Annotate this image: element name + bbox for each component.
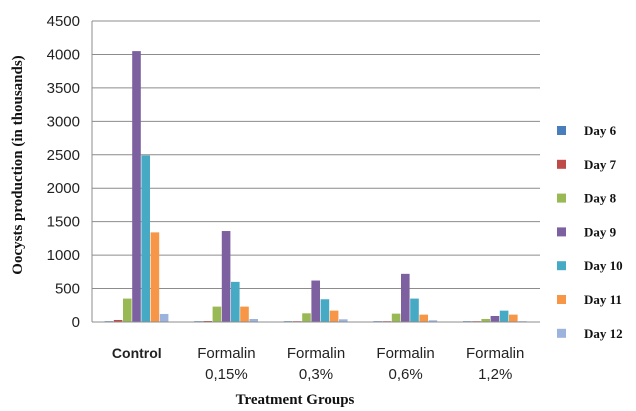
y-tick-label: 0 — [72, 314, 80, 331]
bar-day-10 — [320, 299, 330, 322]
bar-day-9 — [401, 273, 410, 322]
bar-day-12 — [249, 318, 258, 322]
bar-day-9 — [490, 315, 500, 322]
legend-label: Day 12 — [584, 326, 623, 341]
bar-day-10 — [231, 281, 240, 322]
bar-day-10 — [410, 298, 419, 322]
y-tick-label: 1000 — [47, 247, 80, 264]
legend-swatch — [557, 227, 566, 237]
legend-label: Day 6 — [584, 123, 617, 138]
bar-day-12 — [159, 313, 169, 322]
bar-day-11 — [509, 314, 518, 322]
y-tick-label: 2500 — [47, 147, 80, 164]
bar-day-10 — [141, 155, 150, 322]
bar-day-9 — [221, 231, 231, 322]
bar-day-11 — [240, 306, 249, 322]
bar-day-11 — [419, 314, 428, 322]
bar-day-8 — [123, 298, 132, 322]
bar-day-8 — [302, 313, 311, 322]
legend-label: Day 8 — [584, 191, 617, 206]
bar-day-12 — [428, 320, 438, 322]
legend-swatch — [557, 328, 566, 338]
x-tick-label: Formalin — [287, 345, 345, 362]
bar-day-8 — [212, 306, 222, 322]
x-tick-label: Formalin — [197, 345, 255, 362]
legend-swatch — [557, 193, 566, 203]
legend-swatch — [557, 261, 566, 271]
y-axis-title: Oocysts production (in thousands) — [10, 55, 26, 274]
bar-day-9 — [132, 51, 141, 322]
y-tick-label: 1500 — [47, 214, 80, 231]
bar-day-7 — [113, 319, 123, 322]
x-tick-label: Control — [112, 345, 162, 361]
legend-label: Day 11 — [584, 292, 622, 307]
y-tick-label: 500 — [55, 281, 80, 298]
y-tick-label: 4500 — [47, 13, 80, 30]
y-tick-label: 4000 — [47, 46, 80, 63]
bar-day-11 — [150, 232, 160, 322]
legend: Day 6 Day 7 Day 8 Day 9 Day 10 Day 11 Day 12 — [557, 123, 623, 341]
bar-day-12 — [339, 319, 348, 322]
bar-day-8 — [391, 313, 401, 322]
legend-label: Day 10 — [584, 258, 623, 273]
y-tick-label: 3000 — [47, 113, 80, 130]
legend-swatch — [557, 126, 566, 135]
x-tick-label: 0,6% — [388, 366, 422, 383]
x-axis-title: Treatment Groups — [236, 392, 355, 408]
bar-day-9 — [311, 280, 320, 322]
gridlines — [92, 20, 540, 323]
legend-swatch — [557, 159, 566, 169]
x-tick-label: 1,2% — [478, 366, 512, 383]
y-tick-label: 3500 — [47, 80, 80, 97]
x-tick-label: Formalin — [466, 345, 524, 362]
bar-day-10 — [499, 310, 509, 322]
legend-label: Day 9 — [584, 224, 617, 239]
y-tick-label: 2000 — [47, 180, 80, 197]
x-tick-label: 0,15% — [205, 366, 248, 383]
x-tick-label: 0,3% — [299, 366, 333, 383]
bars — [104, 51, 527, 322]
x-tick-label: Formalin — [376, 345, 434, 362]
bar-day-8 — [481, 318, 490, 322]
bar-day-11 — [329, 310, 339, 322]
axes: 0 500 1000 1500 2000 2500 3000 3500 4000 4500 Cont… — [47, 13, 540, 383]
legend-label: Day 7 — [584, 157, 617, 172]
legend-swatch — [557, 295, 566, 304]
